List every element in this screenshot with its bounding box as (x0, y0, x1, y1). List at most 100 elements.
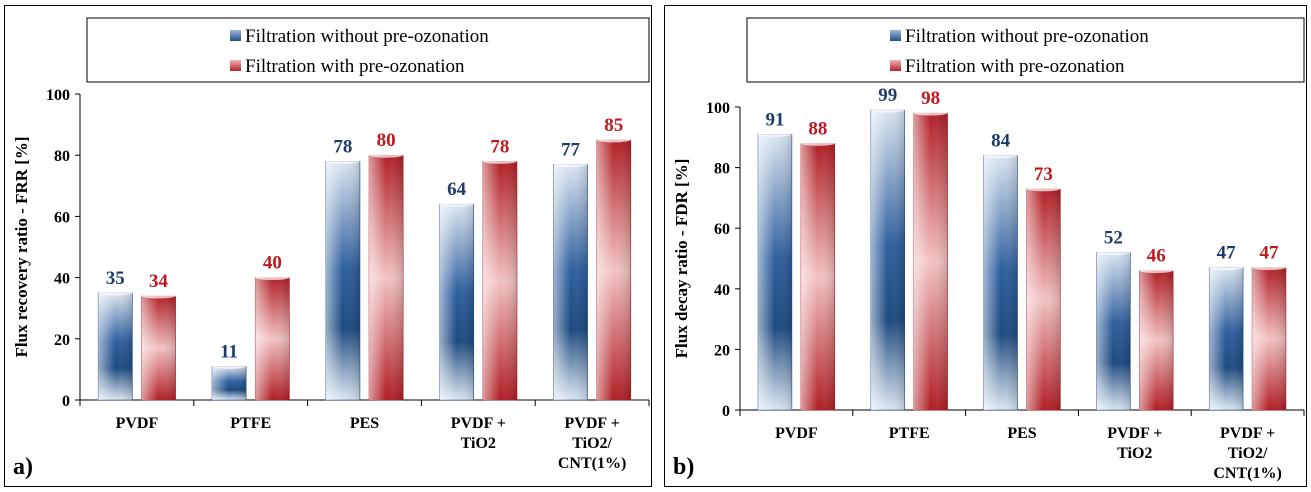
bar-highlight (440, 204, 474, 400)
data-label: 40 (263, 253, 282, 274)
bar-cap (758, 132, 792, 137)
bar-cap (141, 293, 175, 298)
x-tick-label: PTFE (230, 415, 271, 432)
data-label: 47 (1217, 243, 1237, 264)
bar-highlight (871, 110, 905, 410)
legend-swatch-1 (230, 30, 241, 41)
legend: Filtration without pre-ozonation Filtrati… (747, 18, 1304, 82)
legend-entry-2: Filtration with pre-ozonation (905, 56, 1125, 77)
legend: Filtration without pre-ozonation Filtrati… (87, 18, 649, 82)
y-tick-label: 20 (54, 332, 70, 349)
legend-entry-2: Filtration with pre-ozonation (245, 56, 465, 77)
data-label: 34 (149, 271, 169, 292)
y-tick-label: 20 (714, 342, 730, 359)
y-tick-label: 80 (714, 161, 730, 178)
data-label: 88 (808, 118, 827, 139)
bar-cap (1027, 186, 1061, 191)
data-label: 46 (1147, 246, 1166, 267)
data-label: 80 (377, 130, 396, 151)
bar-highlight (801, 143, 835, 410)
y-tick-label: 0 (62, 393, 70, 410)
bar-highlight (212, 366, 246, 400)
bar-cap (440, 202, 474, 207)
data-label: 35 (106, 268, 125, 289)
bar-highlight (141, 296, 175, 400)
data-label: 11 (220, 341, 238, 362)
bar-highlight (255, 278, 289, 400)
bar-highlight (1096, 252, 1130, 410)
x-tick-label: PVDF + TiO2 (451, 415, 506, 452)
data-label: 91 (765, 109, 784, 130)
x-tick-label: PVDF (116, 415, 159, 432)
bar-highlight (369, 155, 403, 400)
x-tick-label: PES (1007, 425, 1036, 442)
bar-cap (597, 137, 631, 142)
chart-panel-b: Filtration without pre-ozonation Filtrati… (664, 5, 1307, 487)
x-tick-label: PVDF + TiO2/CNT(1%) (558, 415, 626, 472)
x-tick-label: PVDF + TiO2 (1107, 425, 1162, 462)
data-label: 78 (333, 136, 352, 157)
frr-chart: Filtration without pre-ozonation Filtrati… (5, 6, 651, 486)
bar-highlight (553, 164, 587, 400)
fdr-chart: Filtration without pre-ozonation Filtrati… (665, 6, 1306, 486)
y-axis-label: Flux decay ratio - FDR [%] (672, 159, 691, 359)
data-label: 47 (1260, 243, 1280, 264)
x-tick-label: PVDF + TiO2/CNT(1%) (1213, 425, 1281, 482)
bar-cap (553, 162, 587, 167)
data-label: 85 (604, 115, 623, 136)
bar-highlight (1139, 271, 1173, 410)
bar-cap (483, 159, 517, 164)
y-tick-label: 0 (722, 403, 730, 420)
x-tick-label: PTFE (889, 425, 930, 442)
y-tick-label: 100 (46, 87, 70, 104)
bar-cap (255, 275, 289, 280)
bar-cap (984, 153, 1018, 158)
data-label: 99 (878, 85, 897, 106)
bar-cap (1139, 268, 1173, 273)
bar-cap (369, 153, 403, 158)
data-label: 84 (991, 130, 1011, 151)
bar-highlight (1252, 268, 1286, 410)
data-label: 52 (1104, 227, 1123, 248)
bar-cap (212, 364, 246, 369)
x-tick-label: PVDF (775, 425, 818, 442)
panel-label: b) (673, 454, 694, 480)
panel-label: a) (13, 454, 33, 480)
bar-cap (1096, 250, 1130, 255)
bar-highlight (483, 161, 517, 400)
bar-highlight (1027, 189, 1061, 410)
bar-cap (871, 108, 905, 113)
data-label: 64 (447, 179, 467, 200)
bar-highlight (914, 113, 948, 410)
y-tick-label: 60 (714, 221, 730, 238)
data-label: 73 (1034, 164, 1053, 185)
chart-panel-a: Filtration without pre-ozonation Filtrati… (4, 5, 652, 487)
y-tick-label: 40 (54, 271, 70, 288)
legend-entry-1: Filtration without pre-ozonation (245, 26, 489, 47)
y-axis-label: Flux recovery ratio - FRR [%] (12, 136, 31, 357)
x-tick-label: PES (350, 415, 379, 432)
bar-cap (98, 290, 132, 295)
bar-highlight (326, 161, 360, 400)
y-tick-label: 40 (714, 282, 730, 299)
legend-swatch-2 (230, 60, 241, 71)
bar-cap (801, 141, 835, 146)
bar-highlight (98, 293, 132, 400)
y-tick-label: 60 (54, 209, 70, 226)
data-label: 78 (490, 136, 509, 157)
legend-swatch-2 (890, 60, 901, 71)
bar-cap (1252, 265, 1286, 270)
bar-cap (914, 111, 948, 116)
legend-swatch-1 (890, 30, 901, 41)
y-tick-label: 80 (54, 148, 70, 165)
bar-highlight (758, 134, 792, 410)
bar-cap (1209, 265, 1243, 270)
data-label: 98 (921, 88, 940, 109)
legend-entry-1: Filtration without pre-ozonation (905, 26, 1149, 47)
bar-cap (326, 159, 360, 164)
bar-highlight (984, 155, 1018, 410)
bar-highlight (597, 140, 631, 400)
bar-highlight (1209, 268, 1243, 410)
y-tick-label: 100 (706, 100, 730, 117)
data-label: 77 (561, 139, 581, 160)
